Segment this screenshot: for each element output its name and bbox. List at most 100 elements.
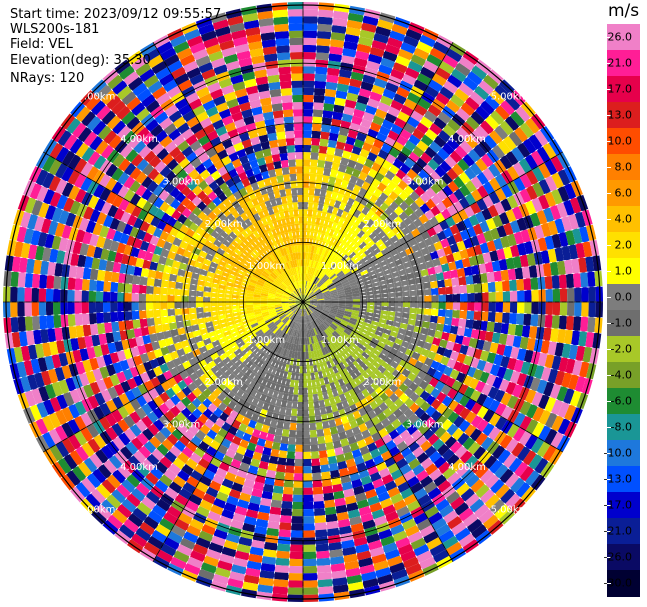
velocity-bin bbox=[188, 302, 196, 308]
velocity-bin bbox=[328, 53, 343, 63]
velocity-bin bbox=[316, 307, 324, 311]
velocity-bin bbox=[437, 111, 452, 125]
velocity-bin bbox=[470, 110, 485, 126]
velocity-bin bbox=[233, 248, 242, 256]
velocity-bin bbox=[230, 239, 240, 249]
velocity-bin bbox=[135, 171, 148, 185]
velocity-bin bbox=[33, 215, 45, 232]
velocity-bin bbox=[592, 255, 602, 272]
velocity-bin bbox=[260, 307, 269, 311]
velocity-bin bbox=[314, 342, 319, 351]
velocity-bin bbox=[374, 484, 388, 496]
velocity-bin bbox=[201, 230, 211, 240]
velocity-bin bbox=[487, 386, 499, 400]
velocity-bin bbox=[311, 472, 322, 481]
velocity-bin bbox=[369, 324, 378, 331]
velocity-bin bbox=[449, 93, 465, 108]
velocity-bin bbox=[516, 302, 525, 314]
velocity-bin bbox=[116, 220, 127, 233]
velocity-bin bbox=[380, 348, 390, 357]
velocity-bin bbox=[174, 97, 189, 111]
velocity-bin bbox=[371, 553, 387, 565]
velocity-bin bbox=[225, 448, 237, 459]
velocity-bin bbox=[499, 468, 514, 484]
velocity-bin bbox=[478, 509, 495, 525]
velocity-bin bbox=[136, 229, 147, 241]
velocity-bin bbox=[328, 252, 335, 261]
velocity-bin bbox=[297, 302, 303, 308]
velocity-bin bbox=[294, 307, 299, 314]
velocity-bin bbox=[63, 134, 78, 151]
velocity-bin bbox=[283, 479, 294, 488]
velocity-bin bbox=[215, 101, 229, 113]
velocity-bin bbox=[96, 312, 105, 324]
velocity-bin bbox=[393, 316, 402, 323]
velocity-bin bbox=[563, 388, 575, 405]
velocity-bin bbox=[312, 393, 319, 402]
velocity-bin bbox=[351, 115, 363, 126]
velocity-bin bbox=[106, 363, 117, 377]
velocity-bin bbox=[17, 194, 30, 212]
velocity-bin bbox=[135, 184, 147, 197]
velocity-bin bbox=[465, 275, 474, 285]
velocity-bin bbox=[262, 446, 272, 456]
velocity-bin bbox=[101, 478, 117, 494]
velocity-bin bbox=[219, 243, 228, 252]
velocity-bin bbox=[277, 204, 284, 213]
velocity-bin bbox=[438, 60, 455, 75]
velocity-bin bbox=[276, 420, 284, 429]
velocity-bin bbox=[190, 122, 203, 135]
velocity-bin bbox=[277, 536, 291, 545]
velocity-bin bbox=[210, 535, 226, 547]
velocity-bin bbox=[491, 260, 501, 272]
velocity-bin bbox=[188, 493, 203, 506]
velocity-bin bbox=[213, 64, 228, 76]
velocity-bin bbox=[47, 220, 59, 236]
velocity-bin bbox=[271, 325, 278, 333]
velocity-bin bbox=[160, 543, 177, 557]
velocity-bin bbox=[331, 162, 340, 171]
velocity-bin bbox=[204, 369, 215, 379]
velocity-bin bbox=[290, 328, 295, 336]
velocity-bin bbox=[105, 426, 119, 441]
velocity-bin bbox=[487, 281, 496, 293]
velocity-bin bbox=[135, 527, 152, 542]
velocity-bin bbox=[210, 580, 228, 592]
velocity-bin bbox=[228, 324, 237, 331]
velocity-bin bbox=[316, 305, 324, 309]
velocity-bin bbox=[329, 324, 337, 331]
velocity-bin bbox=[182, 110, 196, 123]
velocity-bin bbox=[580, 316, 589, 332]
velocity-bin bbox=[162, 240, 173, 251]
velocity-bin bbox=[366, 294, 375, 299]
velocity-bin bbox=[223, 91, 237, 102]
velocity-bin bbox=[221, 46, 237, 58]
velocity-bin bbox=[230, 355, 240, 365]
velocity-bin bbox=[430, 360, 441, 371]
velocity-bin bbox=[332, 230, 339, 239]
velocity-bin bbox=[480, 282, 489, 293]
velocity-bin bbox=[147, 535, 164, 550]
velocity-bin bbox=[52, 302, 61, 316]
velocity-bin bbox=[341, 319, 349, 325]
velocity-bin bbox=[116, 85, 133, 101]
velocity-bin bbox=[181, 446, 194, 459]
velocity-bin bbox=[122, 368, 134, 381]
velocity-bin bbox=[236, 371, 245, 380]
velocity-bin bbox=[371, 259, 380, 267]
velocity-bin bbox=[332, 10, 349, 20]
velocity-bin bbox=[406, 324, 415, 332]
velocity-bin bbox=[279, 314, 287, 320]
velocity-bin bbox=[222, 197, 232, 208]
velocity-bin bbox=[353, 209, 362, 219]
velocity-bin bbox=[293, 329, 298, 337]
velocity-bin bbox=[260, 361, 268, 371]
velocity-bin bbox=[183, 429, 196, 441]
velocity-bin bbox=[207, 347, 217, 356]
velocity-bin bbox=[217, 306, 225, 311]
velocity-bin bbox=[356, 346, 365, 355]
velocity-bin bbox=[363, 359, 373, 368]
velocity-bin bbox=[96, 322, 106, 335]
velocity-bin bbox=[247, 342, 256, 350]
velocity-bin bbox=[483, 230, 494, 243]
